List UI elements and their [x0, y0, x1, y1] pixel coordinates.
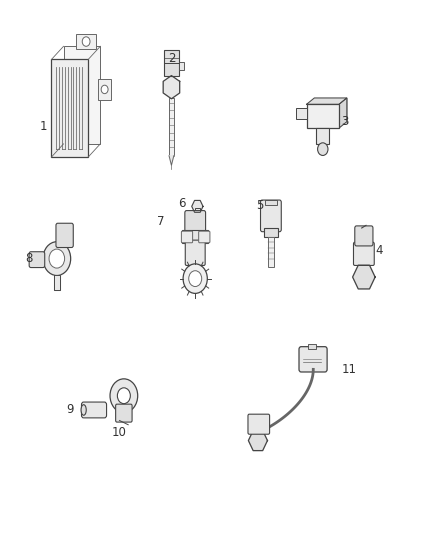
- FancyBboxPatch shape: [182, 230, 208, 243]
- Polygon shape: [192, 200, 203, 212]
- Circle shape: [82, 37, 90, 46]
- FancyBboxPatch shape: [265, 199, 276, 205]
- FancyBboxPatch shape: [181, 231, 193, 243]
- Polygon shape: [163, 76, 180, 99]
- FancyBboxPatch shape: [164, 50, 179, 76]
- Text: 7: 7: [157, 215, 164, 228]
- FancyBboxPatch shape: [169, 98, 174, 156]
- FancyBboxPatch shape: [307, 344, 316, 349]
- FancyBboxPatch shape: [185, 211, 205, 232]
- Text: 8: 8: [25, 252, 32, 265]
- Circle shape: [117, 388, 131, 403]
- FancyBboxPatch shape: [116, 404, 132, 422]
- Circle shape: [189, 271, 202, 287]
- Text: 6: 6: [179, 197, 186, 209]
- Circle shape: [43, 241, 71, 276]
- FancyBboxPatch shape: [185, 240, 205, 265]
- Text: 2: 2: [168, 52, 175, 64]
- Text: 10: 10: [112, 426, 127, 439]
- Ellipse shape: [81, 405, 86, 415]
- FancyBboxPatch shape: [355, 226, 373, 246]
- FancyBboxPatch shape: [179, 62, 184, 70]
- Polygon shape: [169, 156, 174, 165]
- Circle shape: [183, 264, 207, 293]
- Text: 11: 11: [341, 363, 356, 376]
- Text: 9: 9: [66, 403, 74, 416]
- Polygon shape: [353, 265, 375, 289]
- FancyBboxPatch shape: [353, 242, 374, 265]
- FancyBboxPatch shape: [268, 238, 274, 266]
- Circle shape: [318, 143, 328, 156]
- FancyBboxPatch shape: [199, 231, 210, 243]
- FancyBboxPatch shape: [56, 223, 73, 247]
- FancyBboxPatch shape: [64, 46, 100, 144]
- Text: 5: 5: [256, 199, 264, 212]
- Polygon shape: [248, 431, 268, 450]
- FancyBboxPatch shape: [98, 79, 111, 100]
- FancyBboxPatch shape: [307, 104, 339, 128]
- FancyBboxPatch shape: [81, 402, 106, 418]
- FancyBboxPatch shape: [296, 108, 307, 119]
- FancyBboxPatch shape: [29, 252, 45, 268]
- FancyBboxPatch shape: [264, 228, 278, 238]
- FancyBboxPatch shape: [51, 60, 88, 157]
- FancyBboxPatch shape: [195, 208, 200, 217]
- Circle shape: [49, 249, 65, 268]
- Polygon shape: [307, 98, 347, 104]
- FancyBboxPatch shape: [248, 414, 270, 434]
- FancyBboxPatch shape: [314, 98, 347, 122]
- Circle shape: [110, 379, 138, 413]
- Circle shape: [101, 85, 108, 94]
- FancyBboxPatch shape: [261, 200, 281, 232]
- FancyBboxPatch shape: [316, 128, 329, 144]
- Text: 4: 4: [375, 244, 383, 257]
- Text: 1: 1: [40, 120, 48, 133]
- Text: 3: 3: [341, 115, 348, 128]
- FancyBboxPatch shape: [299, 346, 327, 372]
- Polygon shape: [339, 98, 347, 128]
- Polygon shape: [54, 276, 60, 290]
- FancyBboxPatch shape: [76, 34, 96, 49]
